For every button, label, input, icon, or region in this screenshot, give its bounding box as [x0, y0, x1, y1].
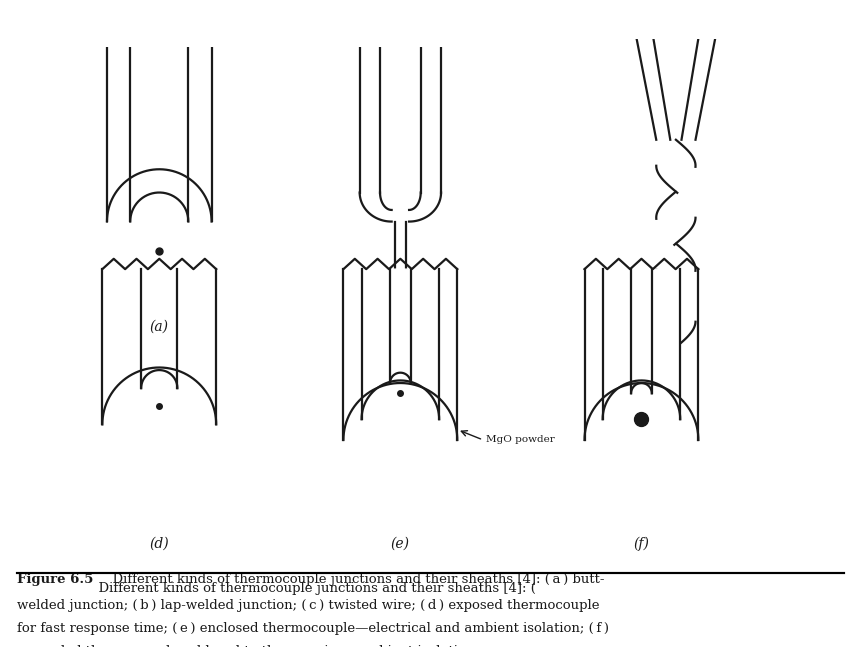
Text: (c): (c)	[650, 357, 668, 371]
Text: MgO powder: MgO powder	[486, 435, 554, 444]
Text: Figure 6.5: Figure 6.5	[17, 573, 94, 586]
Text: welded junction; ( b ) lap-welded junction; ( c ) twisted wire; ( d ) exposed th: welded junction; ( b ) lap-welded juncti…	[17, 599, 600, 612]
Text: (f): (f)	[634, 536, 649, 551]
Text: (d): (d)	[150, 536, 169, 551]
Text: grounded thermocouple soldered to the covering—ambient isolation.: grounded thermocouple soldered to the co…	[17, 646, 479, 647]
Text: (a): (a)	[150, 319, 169, 333]
Text: Different kinds of thermocouple junctions and their sheaths [4]: (: Different kinds of thermocouple junction…	[90, 582, 536, 595]
Text: for fast response time; ( e ) enclosed thermocouple—electrical and ambient isola: for fast response time; ( e ) enclosed t…	[17, 622, 610, 635]
Text: Different kinds of thermocouple junctions and their sheaths [4]: ( a ) butt-: Different kinds of thermocouple junction…	[104, 573, 604, 586]
Text: (e): (e)	[391, 536, 410, 551]
Polygon shape	[603, 269, 680, 419]
Text: (b): (b)	[391, 342, 410, 356]
Polygon shape	[362, 269, 439, 419]
